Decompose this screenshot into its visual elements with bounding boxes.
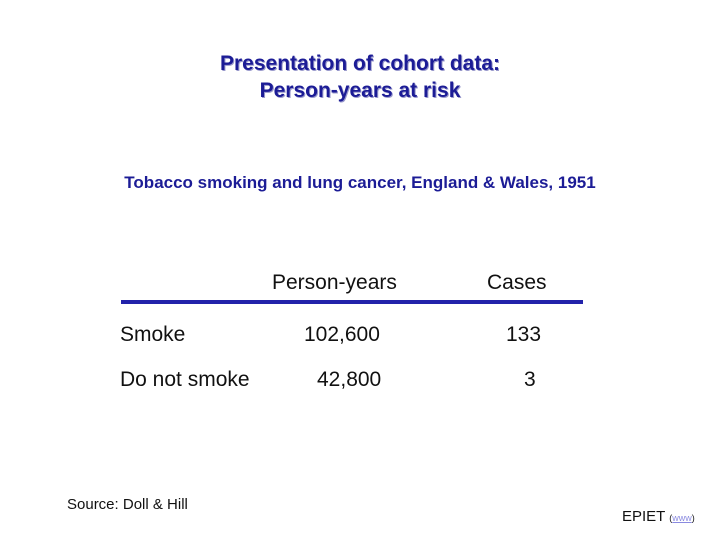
title-line-1: Presentation of cohort data: xyxy=(219,52,501,75)
header-person-years: Person-years xyxy=(272,271,397,294)
title-line-2: Person-years at risk xyxy=(259,79,461,102)
row-cases: 133 xyxy=(506,323,542,346)
row-person-years: 42,800 xyxy=(317,368,382,391)
slide-subtitle: Tobacco smoking and lung cancer, England… xyxy=(124,173,596,192)
footer-open-paren: ( xyxy=(669,513,673,523)
row-label: Smoke xyxy=(120,323,186,346)
footer-brand: EPIET xyxy=(622,508,666,525)
row-label: Do not smoke xyxy=(120,368,250,391)
footer: EPIET (www) xyxy=(622,508,695,525)
table-header-rule xyxy=(121,300,583,304)
footer-close-paren: ) xyxy=(691,513,695,523)
slide-title: Presentation of cohort data: Person-year… xyxy=(0,50,720,104)
row-cases: 3 xyxy=(524,368,536,391)
footer-www-link[interactable]: www xyxy=(672,513,692,523)
source-note: Source: Doll & Hill xyxy=(67,496,188,513)
row-person-years: 102,600 xyxy=(304,323,380,346)
header-cases: Cases xyxy=(487,271,547,294)
